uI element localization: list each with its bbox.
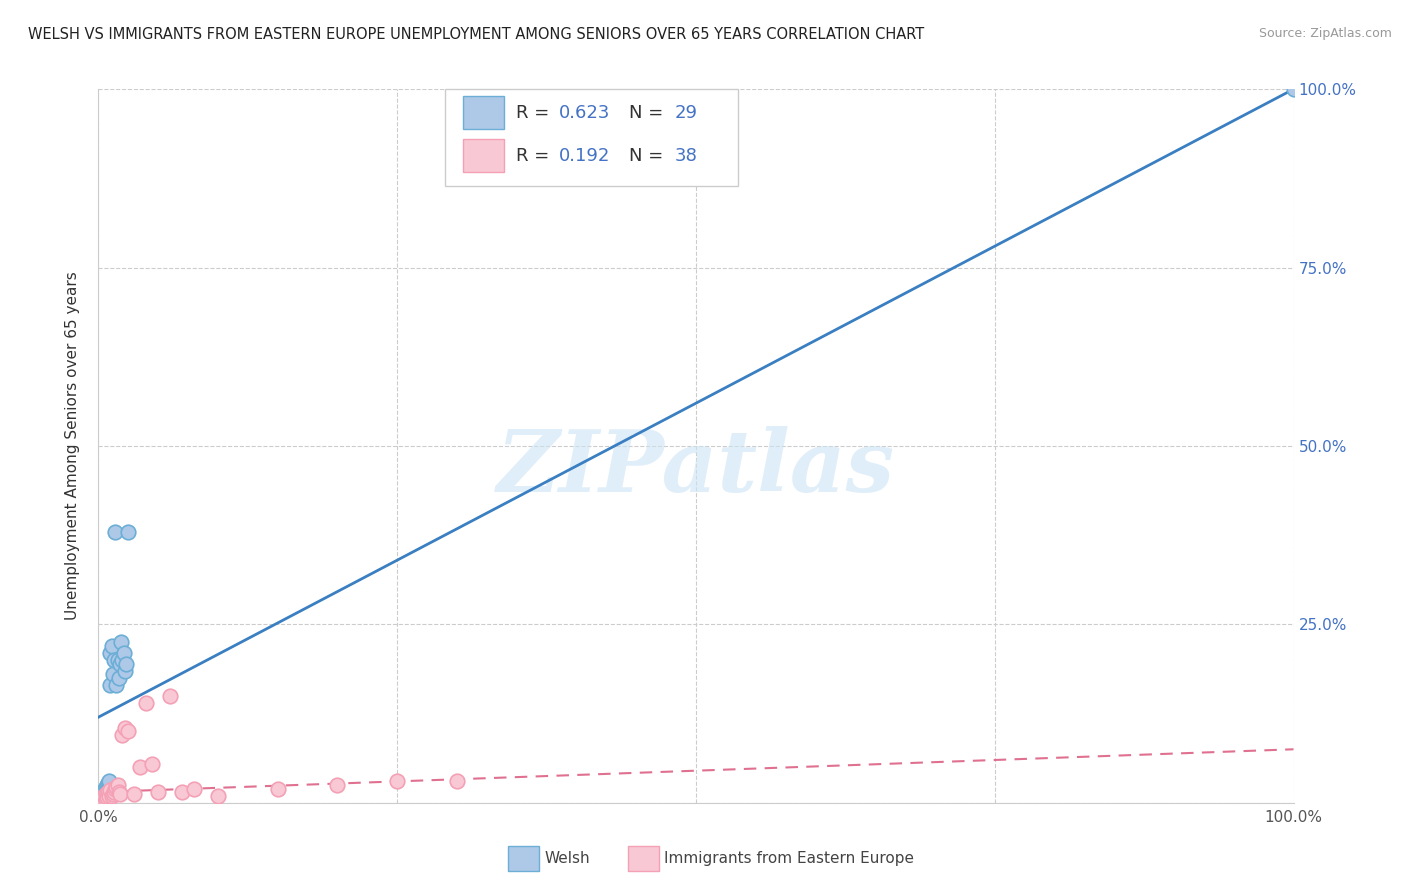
Point <box>112 646 135 660</box>
Point <box>107 785 129 799</box>
Point <box>91 789 114 803</box>
Point <box>96 783 118 797</box>
FancyBboxPatch shape <box>463 139 503 172</box>
FancyBboxPatch shape <box>444 89 738 186</box>
Point <box>129 760 152 774</box>
Point <box>98 678 122 692</box>
Point <box>91 794 114 808</box>
Text: ZIPatlas: ZIPatlas <box>496 425 896 509</box>
Point <box>91 787 114 801</box>
Point <box>93 794 115 808</box>
Point <box>141 756 163 771</box>
FancyBboxPatch shape <box>463 96 503 129</box>
Point <box>94 787 117 801</box>
Point <box>98 646 122 660</box>
Point <box>91 792 114 806</box>
Text: Welsh: Welsh <box>544 851 591 866</box>
Point <box>114 664 136 678</box>
Point <box>117 724 139 739</box>
Point <box>101 787 124 801</box>
Point <box>103 653 125 667</box>
Point <box>96 778 118 792</box>
Point <box>110 635 132 649</box>
Text: WELSH VS IMMIGRANTS FROM EASTERN EUROPE UNEMPLOYMENT AMONG SENIORS OVER 65 YEARS: WELSH VS IMMIGRANTS FROM EASTERN EUROPE … <box>28 27 924 42</box>
Point <box>107 671 129 685</box>
Point <box>1282 82 1305 96</box>
Point <box>90 796 112 810</box>
Point <box>91 796 114 810</box>
Text: 29: 29 <box>675 103 697 121</box>
Point <box>107 653 129 667</box>
Point <box>103 785 125 799</box>
Point <box>94 781 117 796</box>
Point <box>100 639 122 653</box>
Point <box>97 780 120 794</box>
Point <box>159 689 181 703</box>
Point <box>108 657 131 671</box>
Point <box>98 778 121 792</box>
Point <box>148 785 170 799</box>
Point <box>93 783 115 797</box>
Point <box>89 796 111 810</box>
Point <box>446 774 468 789</box>
Point <box>97 785 120 799</box>
Text: R =: R = <box>516 146 554 164</box>
Text: N =: N = <box>628 146 669 164</box>
FancyBboxPatch shape <box>509 847 540 871</box>
Point <box>94 780 117 794</box>
Point <box>326 778 349 792</box>
Point <box>96 790 118 805</box>
Point <box>98 789 121 803</box>
Point <box>91 790 114 805</box>
Text: Source: ZipAtlas.com: Source: ZipAtlas.com <box>1258 27 1392 40</box>
Point <box>124 787 146 801</box>
Point <box>135 696 157 710</box>
Point <box>107 778 129 792</box>
Point <box>207 789 229 803</box>
Point <box>183 781 205 796</box>
FancyBboxPatch shape <box>628 847 659 871</box>
Y-axis label: Unemployment Among Seniors over 65 years: Unemployment Among Seniors over 65 years <box>65 272 80 620</box>
Point <box>104 781 127 796</box>
Point <box>385 774 409 789</box>
Point <box>111 653 134 667</box>
Text: 0.623: 0.623 <box>558 103 610 121</box>
Point <box>105 780 128 794</box>
Point <box>104 524 127 539</box>
Text: 0.192: 0.192 <box>558 146 610 164</box>
Point <box>267 781 290 796</box>
Point <box>172 785 194 799</box>
Point <box>115 657 138 671</box>
Point <box>100 789 122 803</box>
Point <box>117 524 139 539</box>
Point <box>98 783 122 797</box>
Text: N =: N = <box>628 103 669 121</box>
Text: 38: 38 <box>675 146 697 164</box>
Point <box>94 792 117 806</box>
Point <box>111 728 134 742</box>
Point <box>98 774 121 789</box>
Point <box>93 785 115 799</box>
Point <box>105 678 128 692</box>
Text: Immigrants from Eastern Europe: Immigrants from Eastern Europe <box>664 851 914 866</box>
Point <box>97 776 120 790</box>
Point <box>101 667 124 681</box>
Text: R =: R = <box>516 103 554 121</box>
Point <box>93 789 115 803</box>
Point <box>108 787 131 801</box>
Point <box>114 721 136 735</box>
